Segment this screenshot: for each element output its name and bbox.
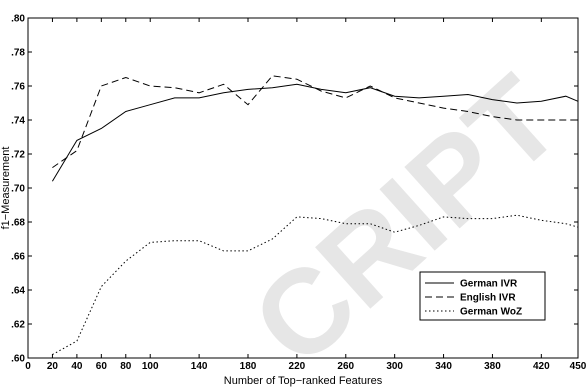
y-tick-label: .78 [11, 48, 25, 59]
y-tick-label: .68 [11, 218, 25, 229]
plot-lines [51, 75, 579, 356]
x-tick-label: 60 [96, 361, 108, 372]
series-line-1 [52, 75, 578, 169]
x-axis-ticks: 0 20 40 60 80 100 140 180 220 260 300 340 380 420 450 [25, 18, 587, 372]
x-tick-label: 0 [25, 361, 31, 372]
x-tick-label: 40 [71, 361, 83, 372]
y-tick-label: .62 [11, 320, 25, 331]
x-tick-label: 180 [240, 361, 257, 372]
legend: German IVR English IVR German WoZ [419, 271, 546, 321]
y-axis-label: f1−Measurement [0, 147, 12, 230]
y-tick-label: .64 [11, 286, 25, 297]
x-tick-label: 420 [533, 361, 550, 372]
x-tick-label: 300 [386, 361, 403, 372]
legend-box [419, 271, 546, 321]
x-tick-label: 80 [120, 361, 132, 372]
x-tick-label: 450 [570, 361, 587, 372]
y-tick-label: .74 [11, 116, 25, 127]
x-tick-label: 220 [289, 361, 306, 372]
x-tick-label: 20 [47, 361, 59, 372]
legend-label-1: English IVR [460, 293, 516, 304]
y-tick-label: .76 [11, 82, 25, 93]
x-tick-label: 100 [142, 361, 159, 372]
x-tick-label: 340 [435, 361, 452, 372]
y-tick-label: .72 [11, 150, 25, 161]
y-tick-label: .66 [11, 252, 25, 263]
x-tick-label: 380 [484, 361, 501, 372]
watermark: CRIPT [228, 51, 585, 387]
y-axis-ticks: .60 .62 .64 .66 .68 .70 .72 .74 .76 .78 .80 [11, 14, 578, 365]
x-tick-label: 140 [191, 361, 208, 372]
legend-label-2: German WoZ [460, 307, 522, 318]
legend-label-0: German IVR [460, 279, 518, 290]
series-line-0 [51, 83, 579, 182]
x-tick-label: 260 [337, 361, 354, 372]
y-tick-label: .60 [11, 354, 25, 365]
y-tick-label: .70 [11, 184, 25, 195]
y-tick-label: .80 [11, 14, 25, 25]
x-axis-label: Number of Top−ranked Features [224, 375, 383, 387]
